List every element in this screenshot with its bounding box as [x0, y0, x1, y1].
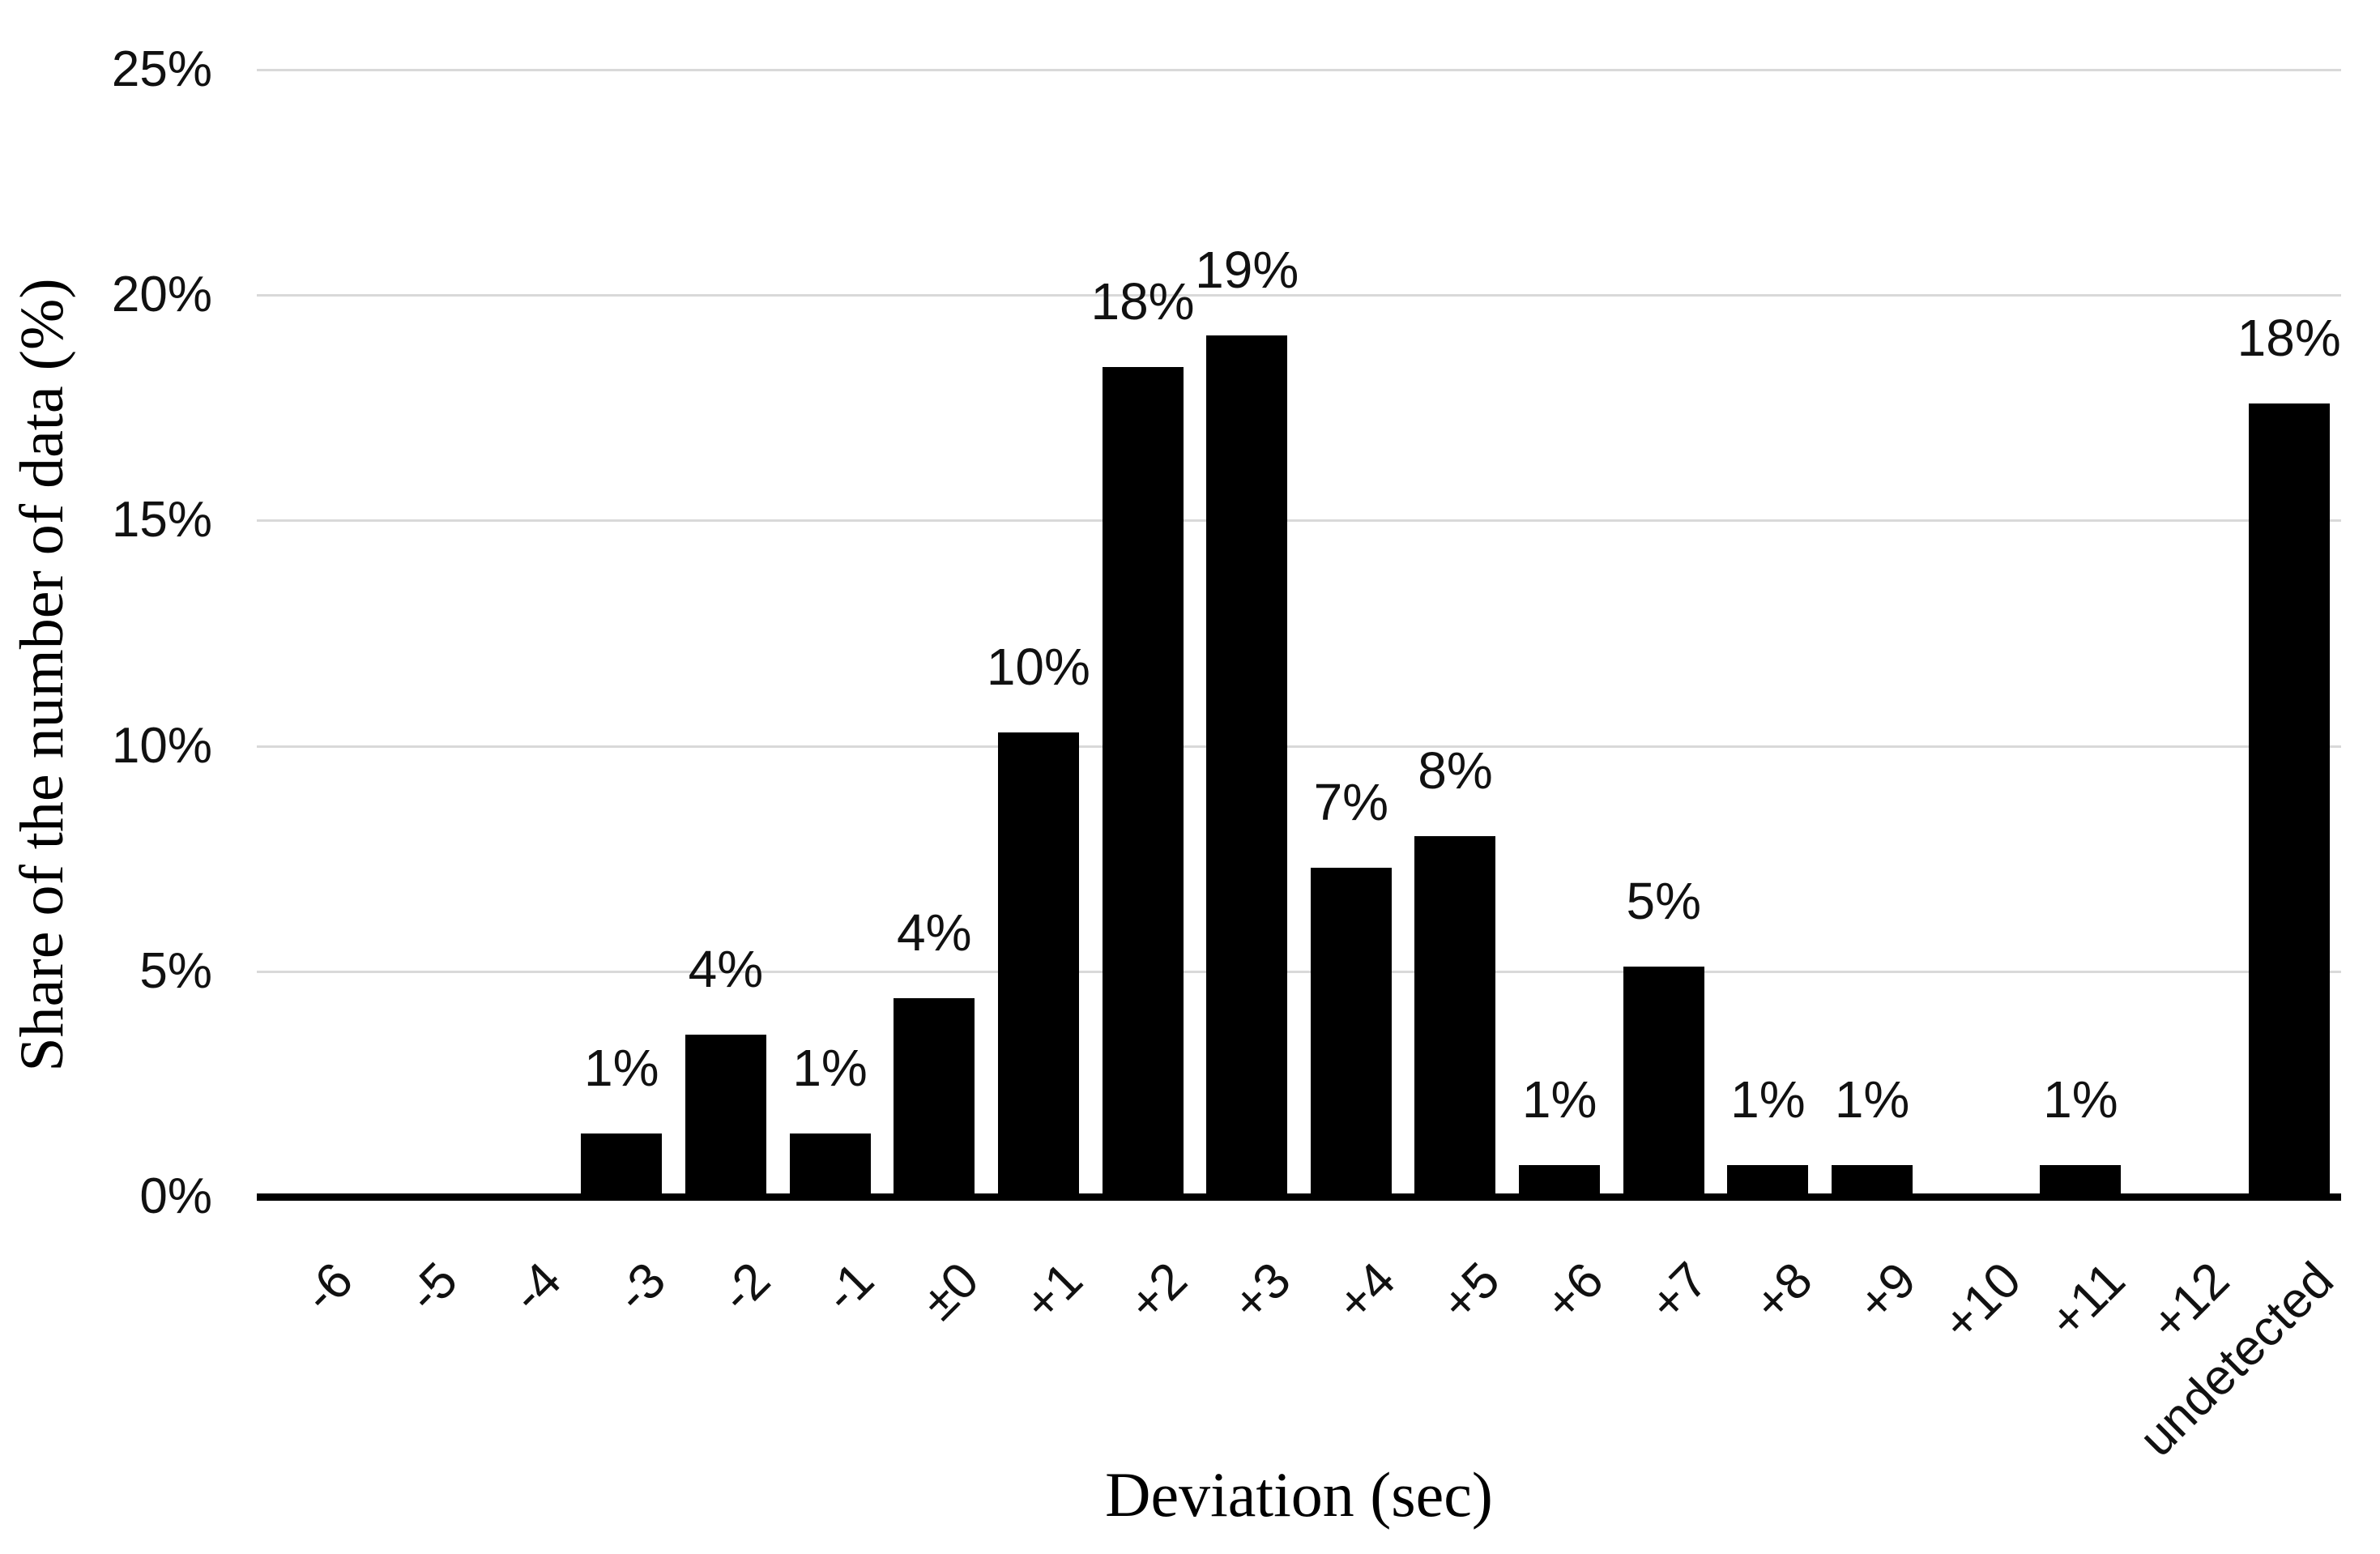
bar-+4: [1310, 867, 1392, 1197]
x-tick-label--5: -5: [397, 1252, 468, 1323]
bar-value-label: 10%: [986, 637, 1090, 696]
y-tick-label: 10%: [111, 717, 212, 774]
y-tick-label: 25%: [111, 41, 212, 97]
bar-value-label: 5%: [1626, 872, 1702, 931]
x-tick-label-+8: +8: [1742, 1252, 1823, 1332]
bar-value-label: 18%: [2237, 308, 2341, 367]
x-tick-label--2: -2: [710, 1252, 781, 1323]
x-tick-label--4: -4: [501, 1252, 573, 1323]
bar-±0: [894, 998, 975, 1197]
x-axis-line: [257, 1193, 2341, 1201]
bar-+11: [2040, 1165, 2122, 1197]
x-tick-label--3: -3: [605, 1252, 677, 1323]
bar-value-label: 4%: [688, 939, 764, 998]
bar-value-label: 8%: [1418, 741, 1493, 800]
x-tick-label-+4: +4: [1326, 1252, 1406, 1332]
x-tick-label-+9: +9: [1847, 1252, 1928, 1332]
bar-+5: [1414, 835, 1496, 1197]
bar-value-label: 1%: [792, 1039, 868, 1098]
y-tick-label: 5%: [139, 942, 212, 999]
gridline-5%: [257, 970, 2341, 973]
bar-value-label: 7%: [1313, 772, 1389, 831]
gridline-25%: [257, 69, 2341, 71]
bar-value-label: 19%: [1195, 241, 1299, 300]
x-tick-label-+6: +6: [1534, 1252, 1615, 1332]
gridline-20%: [257, 294, 2341, 297]
bar-value-label: 1%: [584, 1039, 659, 1098]
y-tick-label: 20%: [111, 267, 212, 323]
bar--2: [685, 1034, 766, 1197]
x-tick-label-+1: +1: [1013, 1252, 1094, 1332]
x-tick-label-+11: +11: [2038, 1252, 2136, 1350]
bar-+7: [1623, 967, 1704, 1197]
x-axis-title: Deviation (sec): [1105, 1459, 1493, 1530]
gridline-15%: [257, 519, 2341, 523]
bar-value-label: 1%: [1834, 1070, 1910, 1129]
bar-value-label: 1%: [1521, 1070, 1597, 1129]
bar-+1: [997, 732, 1079, 1197]
bar-value-label: 1%: [2043, 1070, 2118, 1129]
bar-value-label: 4%: [896, 903, 972, 963]
bar-+6: [1519, 1165, 1601, 1197]
x-tick-label-undetected: undetected: [2128, 1252, 2344, 1467]
bar--1: [789, 1133, 871, 1197]
bar-value-label: 1%: [1730, 1070, 1806, 1129]
y-tick-label: 0%: [139, 1168, 212, 1224]
x-tick-label--6: -6: [292, 1252, 365, 1323]
gridline-10%: [257, 745, 2341, 748]
bar--3: [581, 1133, 663, 1197]
bar-+3: [1206, 335, 1288, 1197]
x-tick-label-+2: +2: [1117, 1252, 1198, 1332]
bar-+9: [1832, 1165, 1913, 1197]
y-tick-label: 15%: [111, 492, 212, 549]
bar-undetected: [2248, 403, 2330, 1197]
x-tick-label--1: -1: [813, 1252, 885, 1323]
bar-+8: [1727, 1165, 1809, 1197]
x-tick-label-±0: ±0: [910, 1252, 990, 1331]
x-tick-label-+5: +5: [1430, 1252, 1511, 1332]
x-tick-label-+10: +10: [1931, 1252, 2032, 1352]
bar-value-label: 18%: [1090, 272, 1195, 331]
x-tick-label-+7: +7: [1638, 1252, 1719, 1332]
bar-+2: [1102, 367, 1184, 1197]
x-tick-label-+3: +3: [1222, 1252, 1303, 1332]
y-axis-title: Share of the number of data (%): [8, 278, 76, 1072]
